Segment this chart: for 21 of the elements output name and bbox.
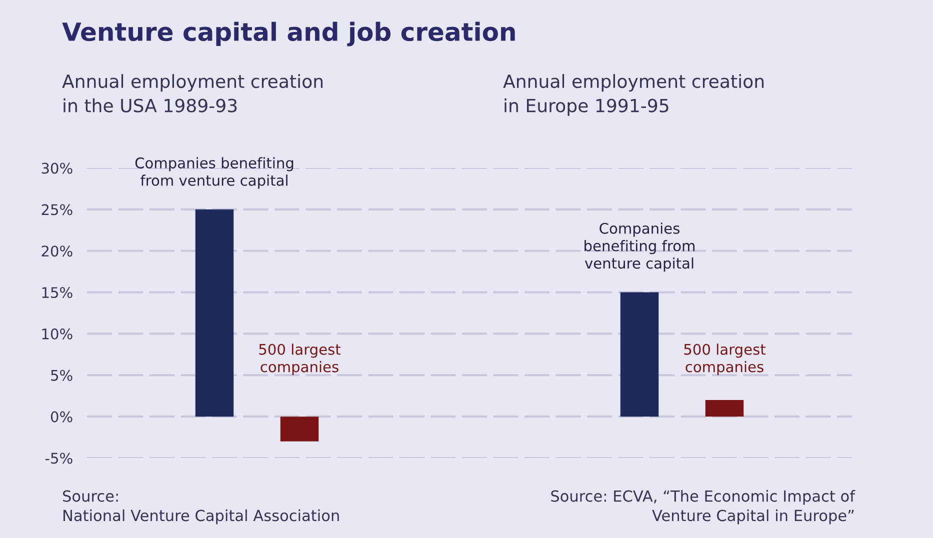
bar <box>280 416 319 442</box>
bar <box>195 209 234 417</box>
annotation: Companies benefiting from venture capital <box>135 157 294 189</box>
text: Annual employment creation in Europe 1991-95 <box>503 74 764 116</box>
bar <box>620 292 659 417</box>
bar <box>705 400 744 417</box>
text: Annual employment creation in the USA 1989-93 <box>62 74 323 112</box>
source-note: Source: National Venture Capital Association <box>63 490 339 524</box>
annotation: 500 largest companies <box>259 344 341 376</box>
y-tick-label: 15% <box>42 287 72 298</box>
y-tick-label: 20% <box>42 246 72 257</box>
annotation: 500 largest companies <box>684 344 766 376</box>
y-tick-label: 10% <box>42 328 72 340</box>
annotation: Companies benefiting from venture capital <box>584 222 694 272</box>
source-note: Source: ECVA, “The Economic Impact of Venture Capital in Europe” <box>551 490 856 524</box>
y-tick-label: 25% <box>42 204 72 216</box>
y-tick-label: -5% <box>45 452 72 464</box>
y-tick-label: 5% <box>51 370 72 381</box>
chart-title: Venture capital and job creation <box>62 22 515 46</box>
y-tick-label: 30% <box>42 162 72 174</box>
y-tick-label: 0% <box>50 411 72 422</box>
